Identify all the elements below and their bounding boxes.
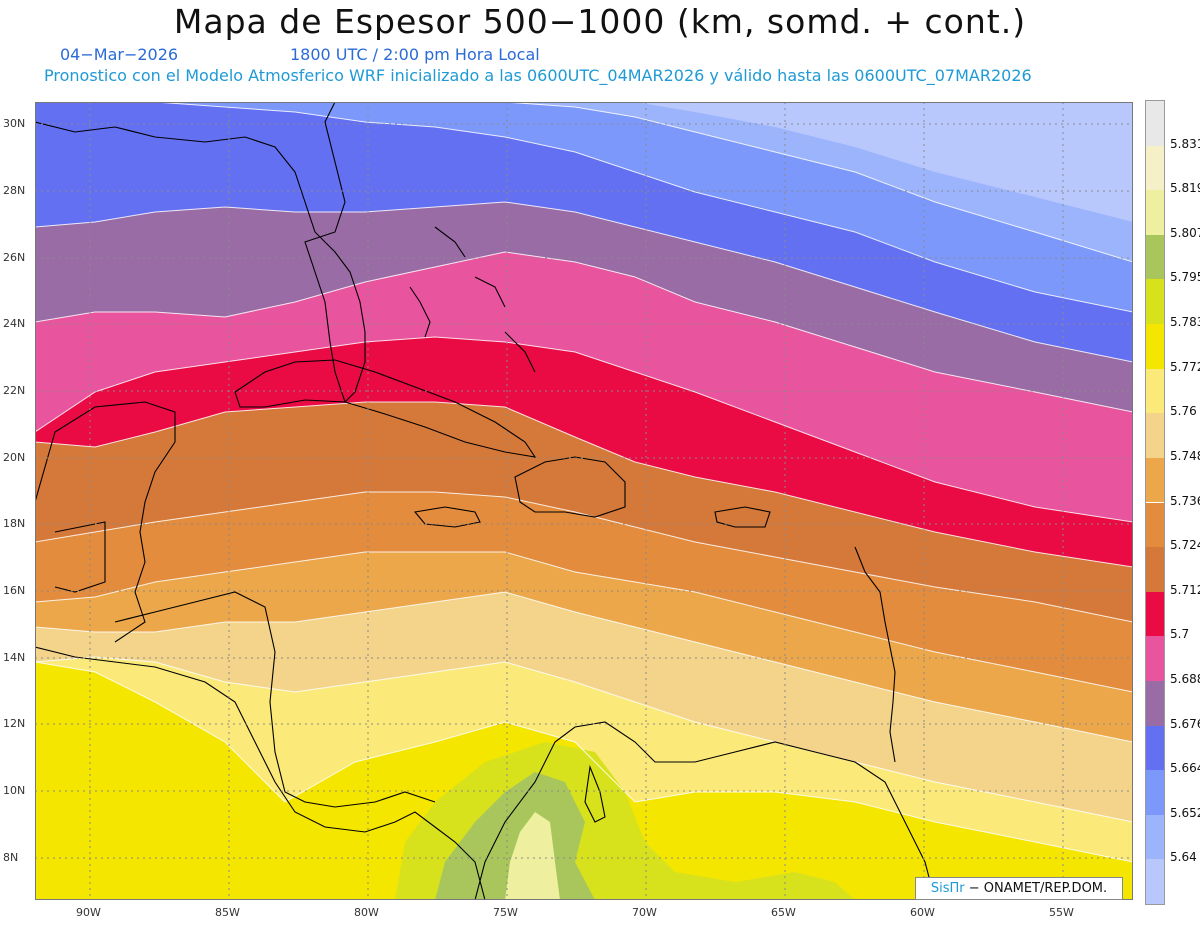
credit-text: − ONAMET/REP.DOM. — [964, 881, 1108, 896]
colorbar-label: 5.819 — [1170, 181, 1200, 196]
forecast-time: 1800 UTC / 2:00 pm Hora Local — [290, 45, 540, 64]
lon-label: 55W — [1049, 906, 1074, 919]
colorbar-label: 5.664 — [1170, 761, 1200, 776]
colorbar-segment — [1146, 859, 1164, 904]
colorbar-label: 5.712 — [1170, 582, 1200, 597]
colorbar-label: 5.783 — [1170, 315, 1200, 330]
coastline-cuba — [234, 359, 537, 458]
lat-label: 8N — [3, 851, 19, 864]
colorbar-segment — [1146, 591, 1164, 637]
map-frame — [35, 102, 1133, 900]
lat-label: 28N — [3, 184, 26, 197]
colorbar-label: 5.748 — [1170, 448, 1200, 463]
contour-lines — [35, 102, 1133, 863]
colorbar-segment — [1146, 680, 1164, 726]
colorbar-segment — [1146, 368, 1164, 414]
colorbar-segment — [1146, 279, 1164, 325]
lat-label: 14N — [3, 651, 26, 664]
lat-label: 24N — [3, 317, 26, 330]
colorbar-label: 5.831 — [1170, 136, 1200, 151]
forecast-date: 04−Mar−2026 — [60, 45, 179, 64]
colorbar-segment — [1146, 145, 1164, 191]
coastline-hispaniola — [514, 456, 626, 518]
model-info: Pronostico con el Modelo Atmosferico WRF… — [44, 66, 1032, 85]
lon-label: 75W — [493, 906, 518, 919]
lon-label: 80W — [354, 906, 379, 919]
colorbar-segment — [1146, 324, 1164, 369]
lat-label: 20N — [3, 451, 26, 464]
colorbar-label: 5.652 — [1170, 805, 1200, 820]
lon-label: 90W — [76, 906, 101, 919]
colorbar-label: 5.676 — [1170, 716, 1200, 731]
coastline-lake-maracaibo — [584, 764, 606, 823]
colorbar-segment — [1146, 190, 1164, 235]
colorbar-label: 5.772 — [1170, 359, 1200, 374]
coastline-central-america-caribbean — [114, 591, 436, 808]
map-title: Mapa de Espesor 500−1000 (km, somd. + co… — [173, 2, 1027, 41]
coastline-central-america — [35, 646, 486, 900]
coastline-florida — [35, 102, 366, 404]
colorbar — [1145, 100, 1165, 905]
colorbar-segment — [1146, 636, 1164, 681]
colorbar-segment — [1146, 725, 1164, 771]
colorbar-label: 5.7 — [1170, 627, 1190, 642]
coastline-lesser-antilles — [854, 546, 896, 763]
coastline-bahamas — [409, 226, 536, 373]
lon-label: 70W — [632, 906, 657, 919]
colorbar-segment — [1146, 502, 1164, 548]
coastline-puerto-rico — [714, 506, 771, 528]
thickness-map-canvas — [35, 102, 1133, 900]
colorbar-segment — [1146, 814, 1164, 860]
colorbar-segment — [1146, 547, 1164, 592]
lat-label: 26N — [3, 251, 26, 264]
lon-label: 60W — [910, 906, 935, 919]
colorbar-label: 5.736 — [1170, 493, 1200, 508]
border-mexico — [54, 521, 106, 593]
coastline-south-america — [474, 721, 936, 900]
colorbar-segment — [1146, 457, 1164, 503]
colorbar-label: 5.724 — [1170, 538, 1200, 553]
colorbar-segment — [1146, 234, 1164, 280]
colorbar-segment — [1146, 413, 1164, 458]
lat-label: 22N — [3, 384, 26, 397]
credit-brand: SisПr — [930, 881, 965, 896]
colorbar-label: 5.688 — [1170, 671, 1200, 686]
colorbar-label: 5.64 — [1170, 850, 1197, 865]
band-5-64 — [455, 102, 1133, 222]
lat-label: 10N — [3, 784, 26, 797]
coastline-yucatan — [35, 401, 176, 643]
colorbar-label: 5.807 — [1170, 225, 1200, 240]
colorbar-segment-top — [1146, 101, 1164, 146]
colorbar-segment — [1146, 770, 1164, 815]
lon-label: 85W — [215, 906, 240, 919]
lat-label: 18N — [3, 517, 26, 530]
colorbar-label: 5.76 — [1170, 404, 1197, 419]
colorbar-label: 5.795 — [1170, 270, 1200, 285]
thickness-map — [35, 102, 1133, 900]
lat-label: 16N — [3, 584, 26, 597]
lon-label: 65W — [771, 906, 796, 919]
lat-label: 12N — [3, 717, 26, 730]
graticule — [35, 102, 1133, 900]
coastlines — [35, 102, 936, 900]
pocket-5-819 — [505, 812, 560, 900]
lat-label: 30N — [3, 117, 26, 130]
credit-box: SisПr − ONAMET/REP.DOM. — [915, 877, 1123, 900]
